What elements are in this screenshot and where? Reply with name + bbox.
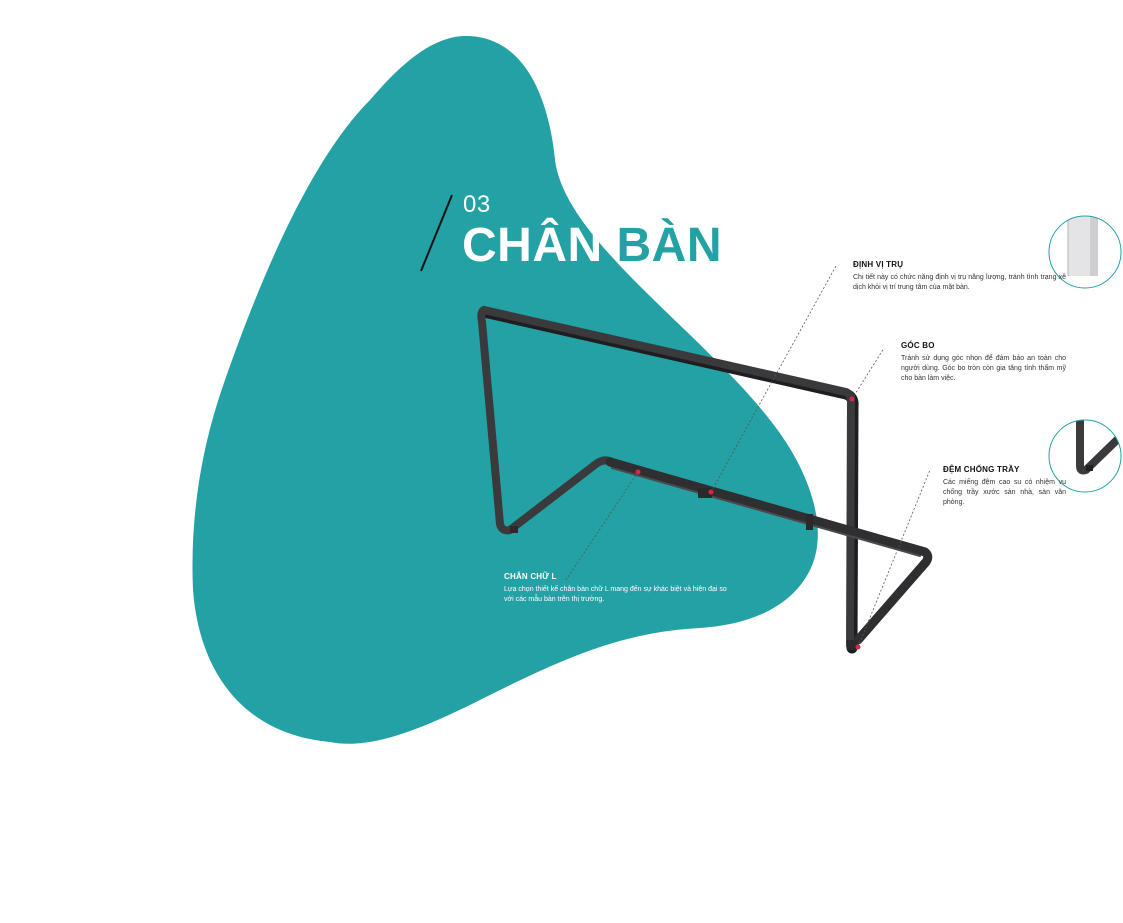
frame-bottom-beam: [605, 457, 933, 645]
leader-dinh-vi-tru: [710, 265, 837, 493]
frame-bottom-beam-inner: [611, 467, 921, 557]
callout-goc-bo: GÓC BO Tránh sử dụng góc nhọn để đảm bảo…: [901, 341, 1066, 384]
pillar-bracket-detail-icon: [1048, 215, 1122, 289]
callout-heading: ĐỊNH VỊ TRỤ: [853, 260, 904, 269]
leader-dem-chong-tray: [857, 469, 931, 648]
bracket-center: [698, 488, 712, 498]
background-blob: [192, 35, 818, 744]
callout-body: Các miếng đệm cao su có nhiệm vụ chống t…: [943, 479, 1066, 506]
leader-lines: [565, 265, 931, 648]
section-title-part-2: BÀN: [616, 219, 722, 272]
section-title-part-1: CHÂN: [462, 219, 603, 272]
callout-dem-chong-tray: ĐỆM CHỐNG TRẦY Các miếng đệm cao su có n…: [943, 465, 1066, 508]
callout-chan-chu-l: CHÂN CHỮ L Lựa chọn thiết kế chân bàn ch…: [504, 572, 732, 605]
callout-heading: CHÂN CHỮ L: [504, 572, 557, 581]
callout-body: Tránh sử dụng góc nhọn để đảm bảo an toà…: [901, 355, 1066, 382]
foot-pad-detail-icon: [1048, 419, 1122, 493]
foot-pad-back: [510, 526, 518, 533]
callout-heading: ĐỆM CHỐNG TRẦY: [943, 465, 1020, 474]
callout-body: Lựa chọn thiết kế chân bàn chữ L mang đế…: [504, 586, 727, 603]
leader-chan-chu-l: [565, 471, 639, 581]
table-frame: [477, 306, 933, 654]
foot-pad-front: [847, 640, 857, 650]
section-number: 03: [463, 191, 491, 218]
frame-back-leg: [477, 306, 816, 535]
foot-pad-mid: [806, 514, 813, 530]
callout-heading: GÓC BO: [901, 341, 935, 350]
leader-goc-bo: [851, 347, 885, 400]
title-slash: [420, 194, 453, 272]
frame-top-rail: [480, 306, 856, 650]
callout-body: Chi tiết này có chức năng định vị trụ nă…: [853, 274, 1066, 291]
callout-dinh-vi-tru: ĐỊNH VỊ TRỤ Chi tiết này có chức năng đị…: [853, 260, 1066, 293]
section-title: CHÂN BÀN: [462, 222, 722, 270]
